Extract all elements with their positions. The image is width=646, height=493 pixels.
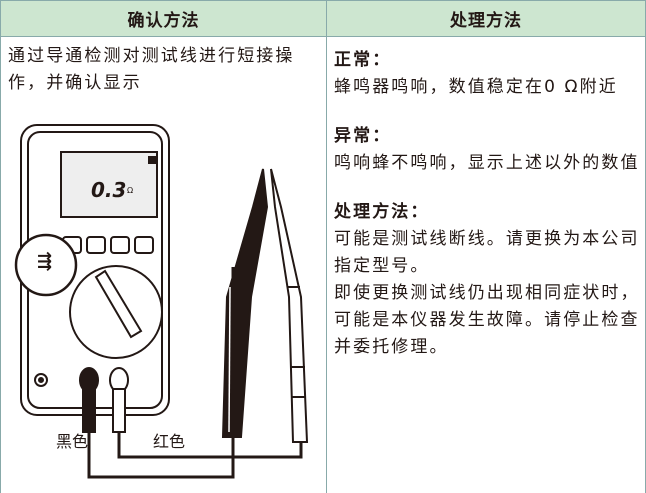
display-unit: Ω bbox=[127, 186, 133, 195]
cell-text: 通过导通检测对测试线进行短接操作，并确认显示 bbox=[8, 46, 295, 93]
illustration: 0.3 Ω ⇶ 黑色 红色 bbox=[14, 124, 309, 479]
probe-label: 黑色 bbox=[56, 432, 88, 451]
section-heading: 正常： bbox=[334, 50, 392, 70]
section-heading: 处理方法： bbox=[334, 202, 430, 222]
section-text: 蜂鸣器鸣响，数值稳定在0 Ω附近 bbox=[334, 77, 618, 97]
column-header: 确认方法 bbox=[0, 0, 327, 37]
section-text: 可能是测试线断线。请更换为本公司指定型号。 bbox=[334, 229, 640, 276]
continuity-icon: ⇶ bbox=[37, 251, 52, 272]
display-value: 0.3 bbox=[91, 178, 126, 202]
column-header: 处理方法 bbox=[326, 0, 646, 37]
section-text: 鸣响蜂不鸣响，显示上述以外的数值 bbox=[334, 153, 640, 173]
table-cell: 通过导通检测对测试线进行短接操作，并确认显示 bbox=[0, 37, 327, 493]
probe-label: 红色 bbox=[153, 432, 185, 451]
handling-list: 正常： 蜂鸣器鸣响，数值稳定在0 Ω附近 异常： 鸣响蜂不鸣响，显示上述以外的数… bbox=[334, 47, 646, 361]
section-heading: 异常： bbox=[334, 126, 392, 146]
section-text: 即使更换测试线仍出现相同症状时，可能是本仪器发生故障。请停止检查并委托修理。 bbox=[334, 283, 640, 357]
